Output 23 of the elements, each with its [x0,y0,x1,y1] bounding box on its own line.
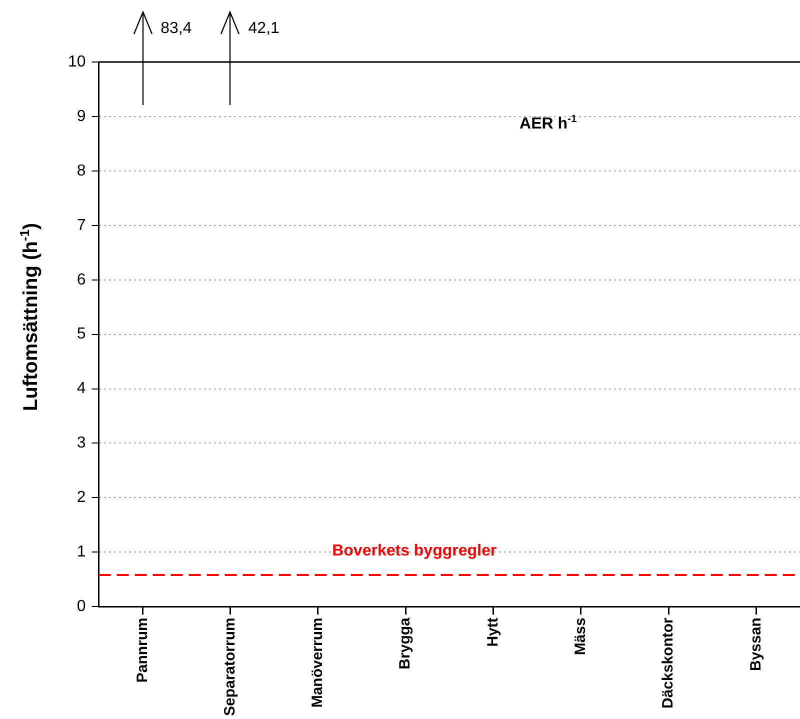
text: 83,4 [160,20,192,38]
ref-line-label: Boverkets byggregler [332,542,497,560]
y-tick-label: 9 [76,108,86,125]
x-tick-label: Separatorrum [221,618,238,716]
text: 42,1 [248,20,280,38]
y-tick-label: 0 [76,598,86,616]
y-tick-label: 8 [76,162,86,180]
x-tick-label: Manöverrum [309,618,326,708]
x-tick-label: Byssan [747,618,764,672]
y-tick-label: 3 [76,434,86,452]
y-tick-label: 4 [76,380,86,398]
annotation: AER h$^{-1}$ [520,114,577,134]
y-tick-label: 7 [76,216,86,234]
y-tick-label: 2 [76,489,86,506]
y-tick-label: 6 [76,271,86,288]
x-tick-label: Däckskontor [660,617,677,709]
y-tick-label: 1 [76,544,86,561]
y-tick-label: 10 [68,53,86,70]
x-tick-label: Mäss [572,618,590,656]
x-tick-label: Brygga [396,616,414,670]
x-tick-label: Hytt [484,618,502,647]
y-tick-label: 5 [76,326,86,343]
x-tick-label: Pannrum [134,618,151,683]
